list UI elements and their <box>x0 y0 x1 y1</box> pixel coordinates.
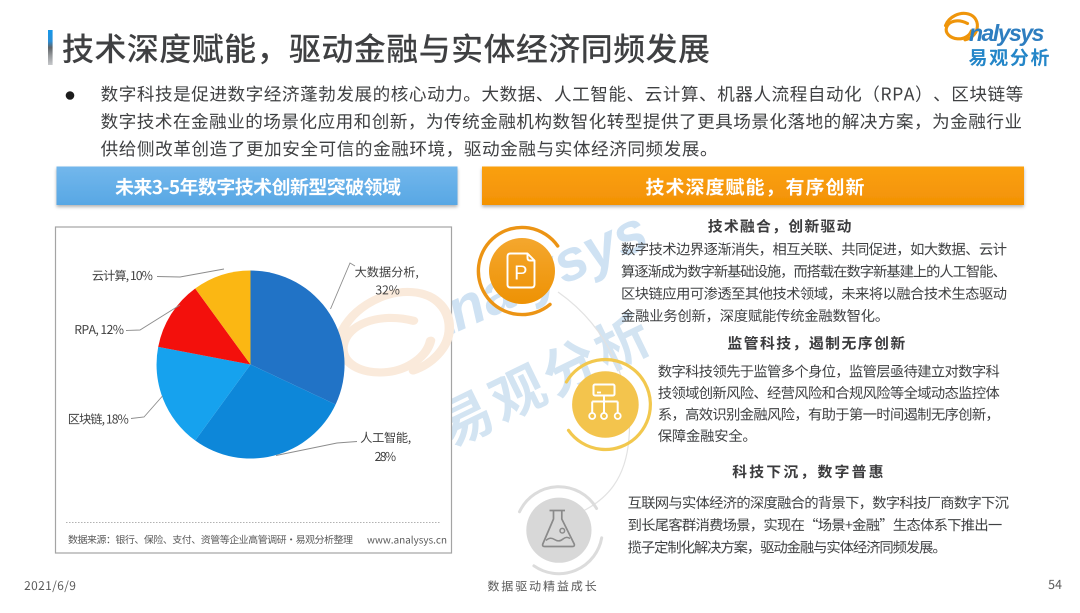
svg-text:nalysys: nalysys <box>969 20 1044 46</box>
svg-text:P: P <box>514 263 527 285</box>
